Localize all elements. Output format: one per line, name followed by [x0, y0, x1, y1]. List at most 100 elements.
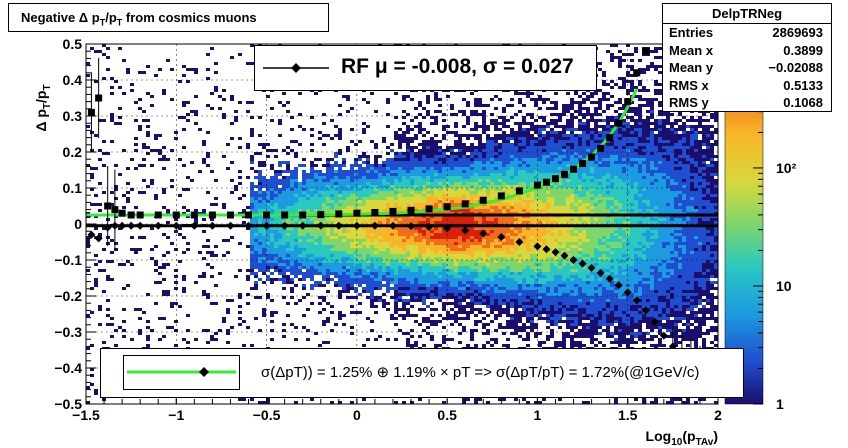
legend-top: RF μ = -0.008, σ = 0.027: [254, 45, 597, 91]
positive-marker: [208, 211, 216, 219]
stats-label: Mean y: [669, 60, 714, 76]
negative-marker: [316, 221, 325, 230]
negative-marker: [388, 221, 397, 230]
stats-label: RMS y: [669, 95, 709, 111]
negative-marker: [127, 221, 136, 230]
y-axis: −0.5 −0.4 −0.3 −0.2 −0.1 0 0.1 0.2 0.3 0.4 0.5: [54, 36, 96, 412]
positive-marker: [263, 211, 271, 219]
negative-marker: [596, 268, 605, 277]
positive-marker: [642, 47, 650, 55]
negative-marker: [569, 256, 578, 264]
positive-marker: [443, 203, 451, 211]
title-box: Negative Δ pT/pT from cosmics muons: [8, 3, 329, 32]
stats-row: RMS y 0.1068: [663, 94, 831, 112]
negative-marker: [497, 232, 506, 241]
z-tick-label: 1: [776, 396, 784, 412]
x-tick-label: −1: [168, 407, 184, 423]
negative-marker: [551, 248, 560, 257]
stats-value: 0.3899: [783, 42, 823, 58]
y-tick-label: 0.3: [63, 108, 83, 124]
positive-marker: [299, 211, 307, 219]
legend-marker-symbol: [263, 63, 329, 73]
positive-marker: [245, 211, 253, 219]
positive-marker: [95, 94, 103, 102]
stats-value: 2869693: [772, 25, 823, 40]
negative-marker: [370, 221, 379, 230]
x-tick-label: 0.5: [437, 407, 457, 423]
y-tick-label: 0.2: [63, 144, 83, 160]
negative-marker: [87, 230, 96, 239]
negative-marker: [262, 221, 271, 230]
positive-marker: [551, 175, 559, 183]
negative-marker: [172, 221, 181, 230]
stats-value: 0.1068: [783, 95, 823, 111]
positive-marker: [615, 119, 623, 127]
positive-marker: [127, 211, 135, 219]
negative-marker: [641, 306, 650, 315]
legend-top-text: RF μ = -0.008, σ = 0.027: [341, 55, 574, 78]
y-tick-label: 0.5: [63, 36, 83, 52]
positive-marker: [588, 153, 596, 161]
positive-marker: [561, 170, 569, 178]
x-tick-label: −0.5: [253, 407, 281, 423]
positive-marker: [606, 134, 614, 142]
positive-marker: [479, 196, 487, 204]
negative-marker: [533, 242, 542, 251]
positive-marker: [136, 211, 144, 219]
negative-marker: [118, 221, 127, 230]
positive-marker: [597, 144, 605, 152]
negative-marker: [208, 221, 217, 230]
negative-marker: [190, 221, 199, 230]
positive-marker: [190, 211, 198, 219]
stats-label: RMS x: [669, 77, 709, 93]
x-axis-label: Log10(pTAv): [646, 428, 718, 448]
negative-marker: [461, 226, 470, 235]
z-tick-label: 10²: [776, 160, 797, 176]
stats-title: DelpTRNeg: [663, 4, 831, 24]
positive-marker: [497, 192, 505, 200]
y-tick-label: 0: [74, 216, 82, 232]
stats-row: Mean x 0.3899: [663, 42, 831, 60]
y-tick-label: −0.4: [54, 360, 82, 376]
positive-marker: [579, 160, 587, 168]
y-tick-label: −0.5: [54, 396, 82, 412]
positive-marker: [425, 205, 433, 213]
negative-marker: [352, 221, 361, 230]
negative-marker: [443, 224, 452, 233]
y-tick-label: −0.3: [54, 324, 82, 340]
negative-marker: [650, 317, 659, 326]
negative-marker: [560, 251, 569, 260]
y-axis-label: Δ pT/pT: [33, 84, 53, 131]
x-tick-label: 0: [353, 407, 361, 423]
negative-marker: [659, 331, 668, 340]
negative-marker: [280, 221, 289, 230]
stats-value: −0.02088: [768, 60, 823, 76]
x-axis: −1.5 −1 −0.5 0 0.5 1 1.5 2: [72, 394, 722, 423]
positive-marker: [389, 207, 397, 215]
x-tick-label: −1.5: [72, 407, 100, 423]
negative-marker: [587, 263, 596, 272]
positive-marker: [633, 69, 641, 77]
stats-row: Mean y −0.02088: [663, 59, 831, 77]
positive-marker: [570, 165, 578, 173]
positive-marker: [111, 206, 119, 214]
positive-marker: [87, 108, 95, 116]
negative-marker: [407, 222, 416, 231]
negative-marker: [244, 221, 253, 230]
legend-fit-symbol: [123, 355, 240, 390]
positive-marker: [542, 178, 550, 186]
negative-marker: [154, 221, 163, 230]
stats-label: Entries: [669, 25, 714, 40]
negative-marker: [425, 222, 434, 231]
stats-row: Entries 2869693: [663, 24, 831, 42]
positive-marker: [226, 211, 234, 219]
x-tick-label: 1: [534, 407, 542, 423]
z-tick-label: 10: [776, 278, 792, 294]
stats-row: RMS x 0.5133: [663, 77, 831, 95]
positive-marker: [407, 206, 415, 214]
negative-marker: [515, 238, 524, 246]
y-tick-label: 0.1: [63, 180, 83, 196]
y-tick-label: −0.1: [54, 252, 82, 268]
positive-marker: [317, 211, 325, 219]
